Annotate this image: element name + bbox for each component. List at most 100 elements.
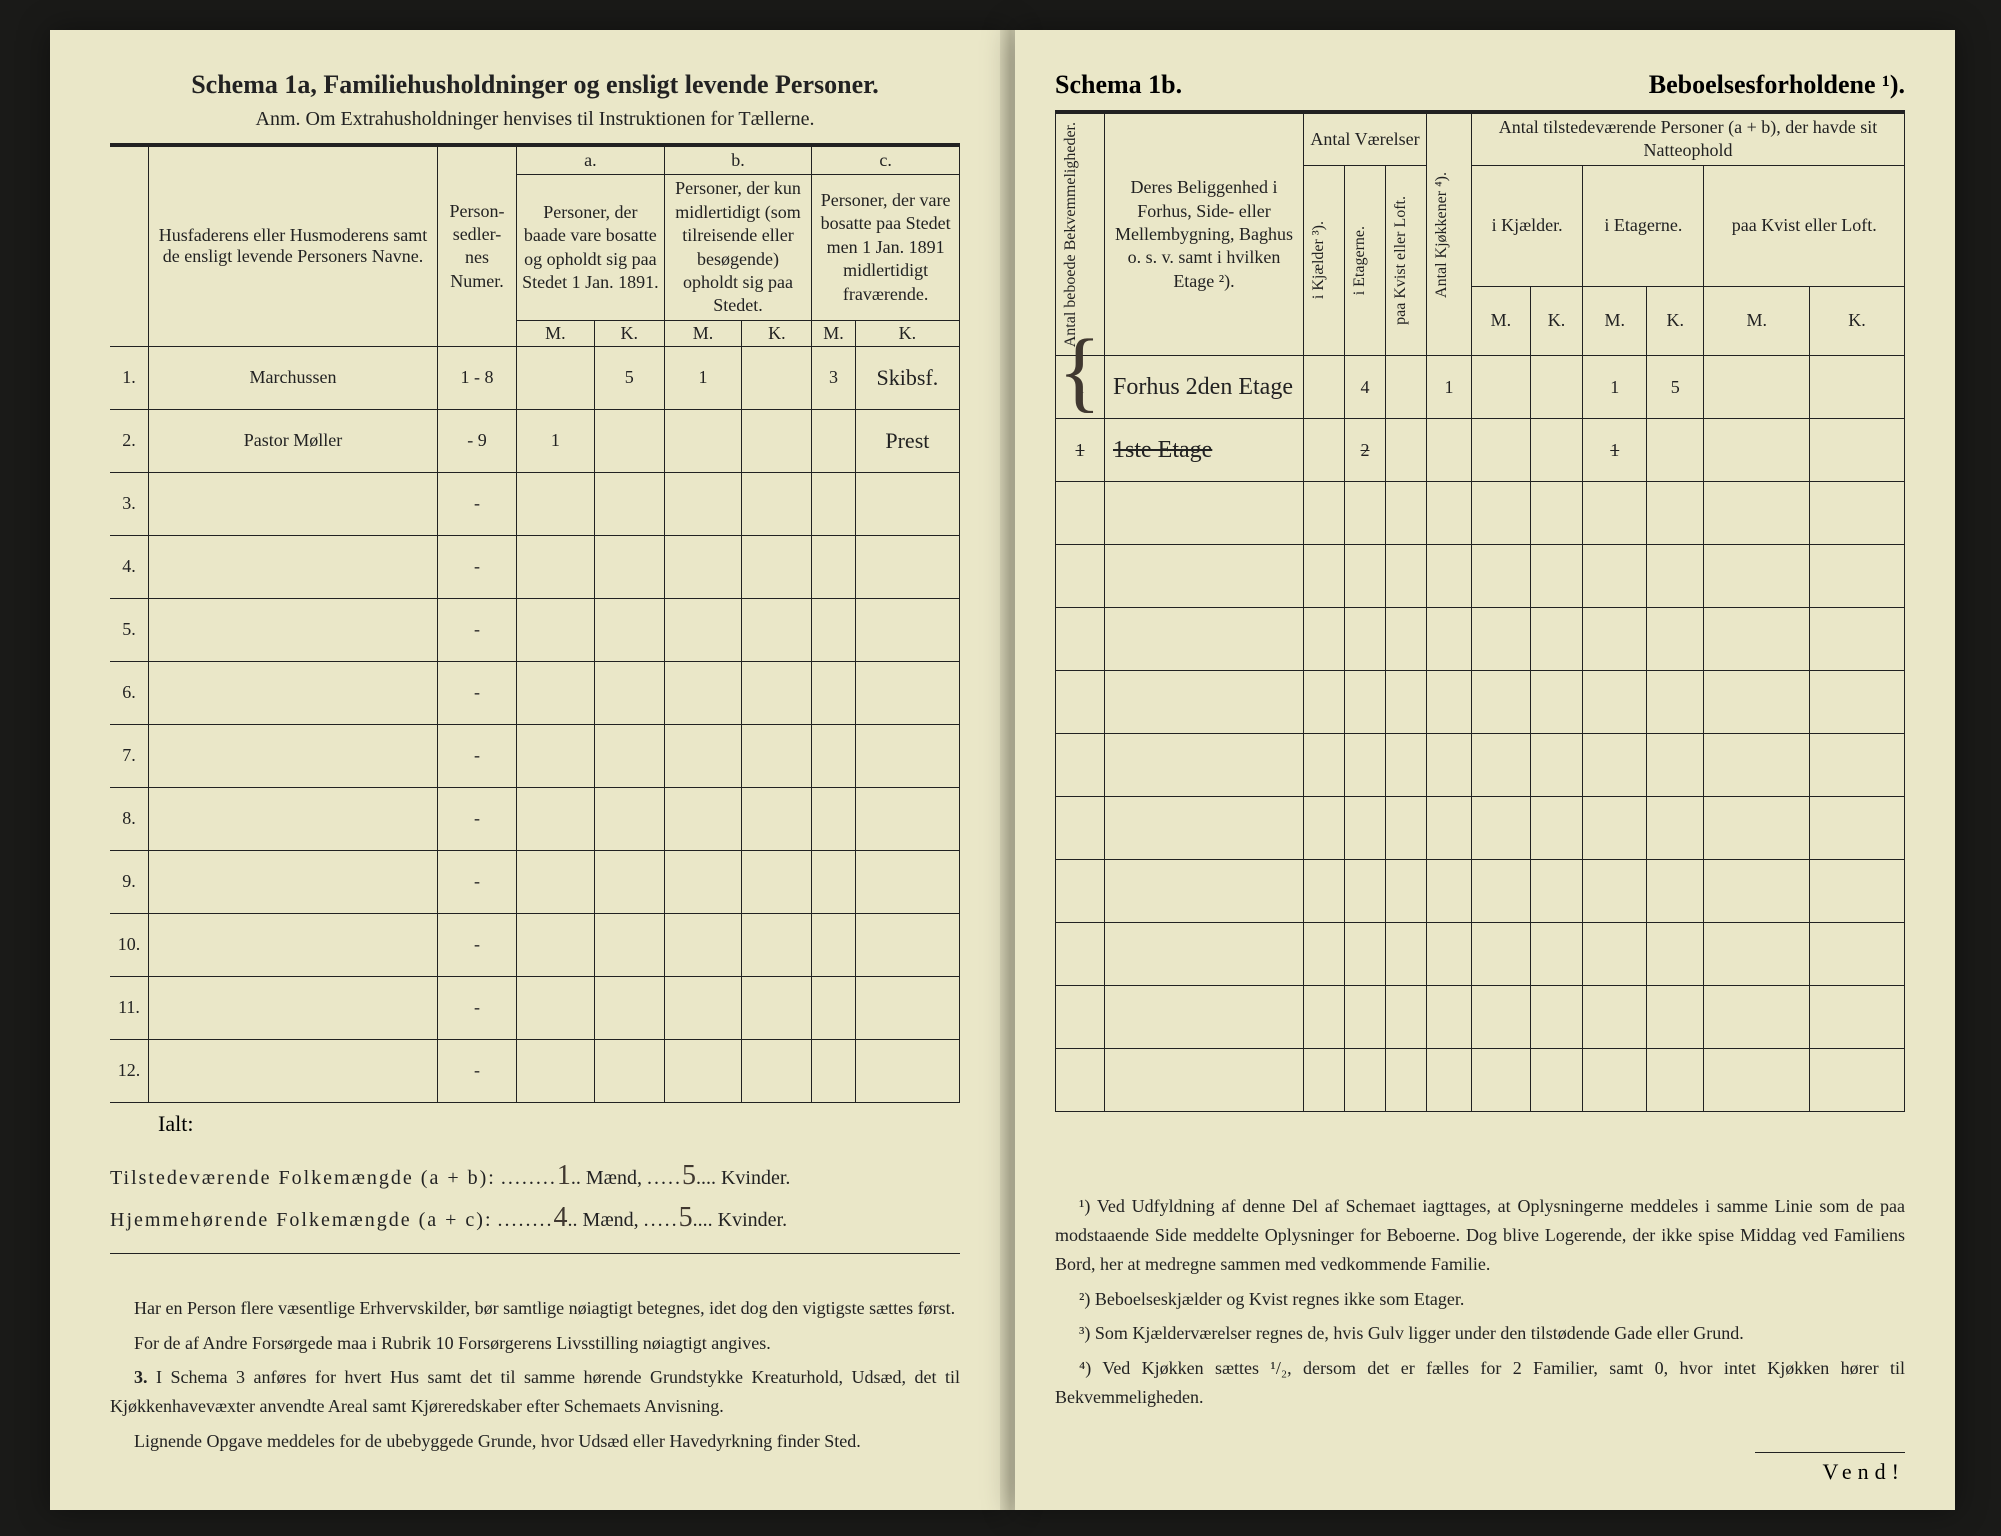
cell-aM	[517, 913, 595, 976]
name-cell	[149, 1039, 438, 1102]
cell-ek	[1647, 797, 1704, 860]
cell-kk	[1530, 545, 1583, 608]
col-belig-header: Deres Beliggenhed i Forhus, Side- eller …	[1105, 114, 1304, 356]
cell-lm	[1704, 923, 1810, 986]
cell-lm	[1704, 419, 1810, 482]
col-c-text: Personer, der vare bosatte paa Stedet me…	[812, 175, 960, 320]
table-row	[1056, 986, 1905, 1049]
cell-aM	[517, 1039, 595, 1102]
cell-et	[1345, 923, 1386, 986]
name-cell	[149, 976, 438, 1039]
schema-1a-table: Husfaderens eller Husmoderens samt de en…	[110, 146, 960, 1103]
cell-cM	[812, 409, 855, 472]
header-m: M.	[517, 320, 595, 346]
cell-bM	[664, 976, 742, 1039]
table-row	[1056, 734, 1905, 797]
header-k: K.	[594, 320, 664, 346]
numer-cell: - 9	[438, 409, 517, 472]
cell-lk	[1810, 860, 1905, 923]
cell-bekv	[1056, 545, 1105, 608]
numer-cell: 1 - 8	[438, 346, 517, 409]
name-cell: Pastor Møller	[149, 409, 438, 472]
table-row	[1056, 1049, 1905, 1112]
cell-em	[1583, 986, 1647, 1049]
row-number: 7.	[110, 724, 149, 787]
cell-kv	[1386, 419, 1427, 482]
cell-aK	[594, 724, 664, 787]
cell-aM	[517, 850, 595, 913]
cell-belig	[1105, 545, 1304, 608]
cell-cM	[812, 913, 855, 976]
cell-cM	[812, 976, 855, 1039]
cell-kjo	[1427, 671, 1472, 734]
hjemme-k: 5	[679, 1202, 693, 1233]
cell-km	[1472, 734, 1531, 797]
cell-aK	[594, 913, 664, 976]
cell-et	[1345, 986, 1386, 1049]
cell-bM	[664, 661, 742, 724]
cell-bK	[742, 976, 812, 1039]
brace-icon: {	[1058, 320, 1101, 423]
row-number: 4.	[110, 535, 149, 598]
cell-bekv: 1	[1056, 419, 1105, 482]
table-row: 2. Pastor Møller - 9 1 Prest	[110, 409, 960, 472]
cell-belig	[1105, 734, 1304, 797]
cell-et	[1345, 860, 1386, 923]
table-row: 11. -	[110, 976, 960, 1039]
cell-ek	[1647, 482, 1704, 545]
cell-cK	[855, 724, 959, 787]
cell-kjo	[1427, 482, 1472, 545]
cell-lm	[1704, 545, 1810, 608]
numer-cell: -	[438, 976, 517, 1039]
cell-ek	[1647, 923, 1704, 986]
cell-kk	[1530, 671, 1583, 734]
totals-block: Tilstedeværende Folkemængde (a + b): ...…	[110, 1155, 960, 1239]
schema-1a-title: Schema 1a, Familiehusholdninger og ensli…	[110, 70, 960, 100]
cell-bM	[664, 787, 742, 850]
row-number: 10.	[110, 913, 149, 976]
cell-lm	[1704, 860, 1810, 923]
numer-cell: -	[438, 598, 517, 661]
cell-kj	[1304, 419, 1345, 482]
cell-aK	[594, 535, 664, 598]
cell-belig	[1105, 1049, 1304, 1112]
cell-bM	[664, 724, 742, 787]
cell-et	[1345, 482, 1386, 545]
header-k: K.	[742, 320, 812, 346]
cell-kj	[1304, 545, 1345, 608]
cell-em	[1583, 923, 1647, 986]
cell-bekv	[1056, 1049, 1105, 1112]
cell-kk	[1530, 860, 1583, 923]
cell-cK: Prest	[855, 409, 959, 472]
cell-belig	[1105, 482, 1304, 545]
numer-cell: -	[438, 472, 517, 535]
numer-cell: -	[438, 724, 517, 787]
cell-kj	[1304, 860, 1345, 923]
cell-cK: Skibsf.	[855, 346, 959, 409]
numer-cell: -	[438, 535, 517, 598]
cell-em	[1583, 671, 1647, 734]
cell-kv	[1386, 986, 1427, 1049]
cell-lk	[1810, 1049, 1905, 1112]
cell-cK	[855, 913, 959, 976]
cell-belig	[1105, 608, 1304, 671]
cell-kv	[1386, 356, 1427, 419]
cell-kj	[1304, 986, 1345, 1049]
name-cell	[149, 661, 438, 724]
cell-kjo	[1427, 734, 1472, 797]
table-row: 4. -	[110, 535, 960, 598]
cell-aK	[594, 976, 664, 1039]
cell-lk	[1810, 671, 1905, 734]
cell-kj	[1304, 356, 1345, 419]
cell-kv	[1386, 482, 1427, 545]
cell-kj	[1304, 608, 1345, 671]
cell-em	[1583, 734, 1647, 797]
cell-lk	[1810, 923, 1905, 986]
col-a-label: a.	[517, 147, 665, 175]
cell-bK	[742, 346, 812, 409]
cell-kk	[1530, 482, 1583, 545]
header-m: M.	[664, 320, 742, 346]
cell-kjo	[1427, 923, 1472, 986]
cell-em	[1583, 608, 1647, 671]
cell-cM	[812, 1039, 855, 1102]
